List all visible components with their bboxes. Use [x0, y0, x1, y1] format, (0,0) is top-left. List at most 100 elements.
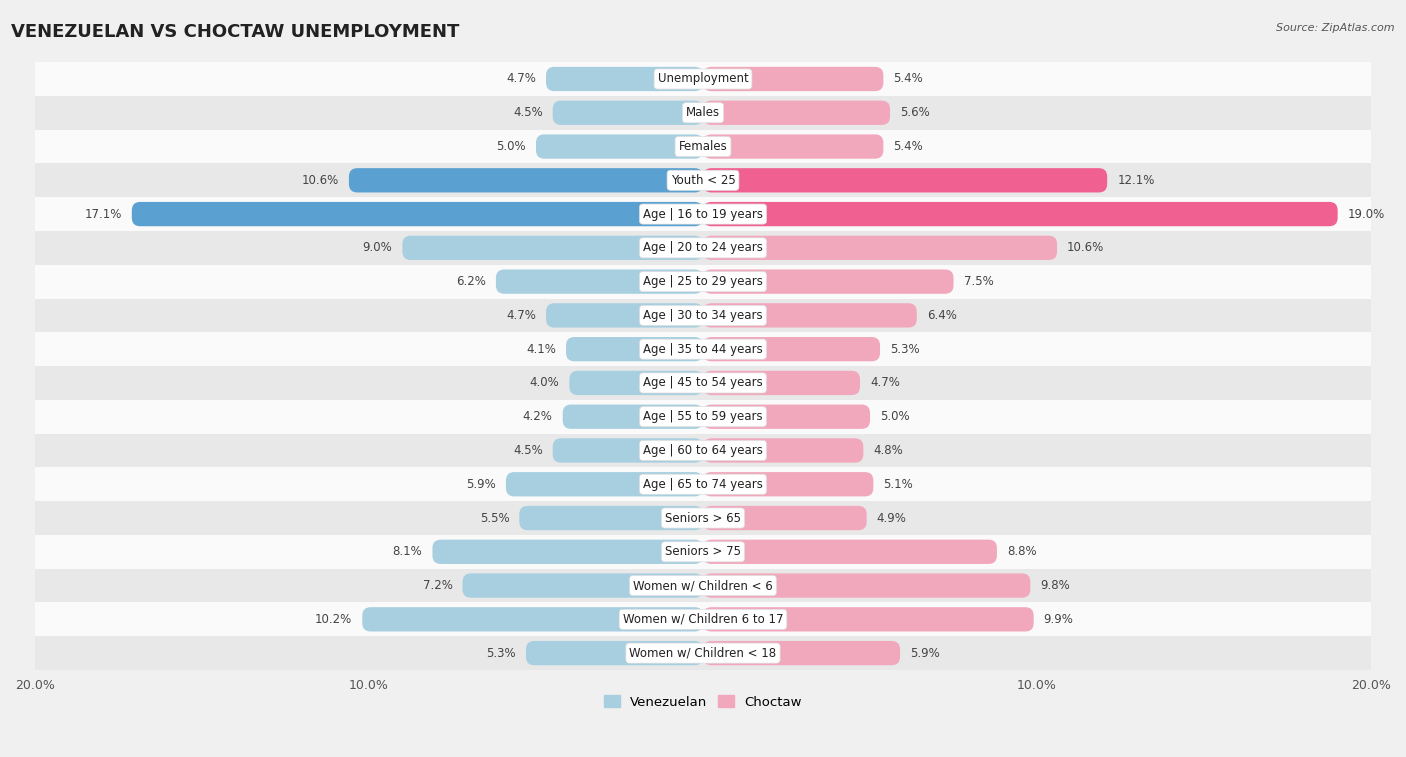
Text: Age | 30 to 34 years: Age | 30 to 34 years — [643, 309, 763, 322]
Bar — [35, 467, 1371, 501]
Text: 4.7%: 4.7% — [506, 309, 536, 322]
FancyBboxPatch shape — [703, 540, 997, 564]
FancyBboxPatch shape — [567, 337, 703, 361]
Text: 8.8%: 8.8% — [1007, 545, 1036, 559]
Bar — [35, 62, 1371, 96]
FancyBboxPatch shape — [363, 607, 703, 631]
FancyBboxPatch shape — [402, 235, 703, 260]
Text: Females: Females — [679, 140, 727, 153]
Text: Seniors > 65: Seniors > 65 — [665, 512, 741, 525]
Text: Unemployment: Unemployment — [658, 73, 748, 86]
Bar — [35, 96, 1371, 129]
FancyBboxPatch shape — [703, 168, 1107, 192]
FancyBboxPatch shape — [546, 304, 703, 328]
Text: Age | 60 to 64 years: Age | 60 to 64 years — [643, 444, 763, 457]
Text: VENEZUELAN VS CHOCTAW UNEMPLOYMENT: VENEZUELAN VS CHOCTAW UNEMPLOYMENT — [11, 23, 460, 41]
Legend: Venezuelan, Choctaw: Venezuelan, Choctaw — [599, 690, 807, 714]
Text: 12.1%: 12.1% — [1118, 174, 1154, 187]
FancyBboxPatch shape — [703, 607, 1033, 631]
Bar — [35, 535, 1371, 569]
Text: 5.9%: 5.9% — [467, 478, 496, 491]
Text: 9.8%: 9.8% — [1040, 579, 1070, 592]
Text: 4.7%: 4.7% — [506, 73, 536, 86]
Bar — [35, 501, 1371, 535]
Text: 4.9%: 4.9% — [877, 512, 907, 525]
Text: Age | 25 to 29 years: Age | 25 to 29 years — [643, 275, 763, 288]
Bar — [35, 231, 1371, 265]
Text: 5.9%: 5.9% — [910, 646, 939, 659]
FancyBboxPatch shape — [562, 404, 703, 429]
FancyBboxPatch shape — [553, 101, 703, 125]
Text: 10.6%: 10.6% — [302, 174, 339, 187]
FancyBboxPatch shape — [519, 506, 703, 530]
FancyBboxPatch shape — [506, 472, 703, 497]
Text: 5.4%: 5.4% — [893, 140, 924, 153]
Text: Women w/ Children 6 to 17: Women w/ Children 6 to 17 — [623, 613, 783, 626]
FancyBboxPatch shape — [703, 304, 917, 328]
FancyBboxPatch shape — [349, 168, 703, 192]
Text: 5.0%: 5.0% — [496, 140, 526, 153]
Text: 5.0%: 5.0% — [880, 410, 910, 423]
Text: 5.5%: 5.5% — [479, 512, 509, 525]
Bar — [35, 400, 1371, 434]
Bar — [35, 129, 1371, 164]
Bar — [35, 434, 1371, 467]
FancyBboxPatch shape — [703, 472, 873, 497]
Text: 4.5%: 4.5% — [513, 106, 543, 120]
FancyBboxPatch shape — [703, 101, 890, 125]
Text: Seniors > 75: Seniors > 75 — [665, 545, 741, 559]
FancyBboxPatch shape — [526, 641, 703, 665]
Text: 7.2%: 7.2% — [423, 579, 453, 592]
Text: Women w/ Children < 6: Women w/ Children < 6 — [633, 579, 773, 592]
Text: 4.2%: 4.2% — [523, 410, 553, 423]
Text: 10.6%: 10.6% — [1067, 241, 1104, 254]
Text: 5.1%: 5.1% — [883, 478, 912, 491]
Text: Males: Males — [686, 106, 720, 120]
Text: Age | 20 to 24 years: Age | 20 to 24 years — [643, 241, 763, 254]
Text: 9.9%: 9.9% — [1043, 613, 1074, 626]
Text: 10.2%: 10.2% — [315, 613, 353, 626]
Text: 19.0%: 19.0% — [1348, 207, 1385, 220]
FancyBboxPatch shape — [703, 506, 866, 530]
Text: 4.5%: 4.5% — [513, 444, 543, 457]
FancyBboxPatch shape — [433, 540, 703, 564]
Text: 6.2%: 6.2% — [456, 275, 486, 288]
FancyBboxPatch shape — [703, 337, 880, 361]
FancyBboxPatch shape — [703, 641, 900, 665]
FancyBboxPatch shape — [703, 202, 1337, 226]
Bar — [35, 164, 1371, 197]
FancyBboxPatch shape — [703, 438, 863, 463]
Text: 8.1%: 8.1% — [392, 545, 422, 559]
Text: Age | 35 to 44 years: Age | 35 to 44 years — [643, 343, 763, 356]
Bar — [35, 332, 1371, 366]
Text: Age | 16 to 19 years: Age | 16 to 19 years — [643, 207, 763, 220]
FancyBboxPatch shape — [703, 135, 883, 159]
Bar — [35, 603, 1371, 636]
Text: Age | 65 to 74 years: Age | 65 to 74 years — [643, 478, 763, 491]
Text: 4.1%: 4.1% — [526, 343, 555, 356]
Bar — [35, 636, 1371, 670]
Text: 17.1%: 17.1% — [84, 207, 122, 220]
Text: 6.4%: 6.4% — [927, 309, 956, 322]
FancyBboxPatch shape — [703, 67, 883, 91]
Text: 4.8%: 4.8% — [873, 444, 903, 457]
Text: Women w/ Children < 18: Women w/ Children < 18 — [630, 646, 776, 659]
Text: 5.3%: 5.3% — [890, 343, 920, 356]
Text: 5.6%: 5.6% — [900, 106, 929, 120]
FancyBboxPatch shape — [703, 573, 1031, 598]
Text: 7.5%: 7.5% — [963, 275, 993, 288]
Bar — [35, 569, 1371, 603]
Text: Source: ZipAtlas.com: Source: ZipAtlas.com — [1277, 23, 1395, 33]
FancyBboxPatch shape — [703, 371, 860, 395]
FancyBboxPatch shape — [536, 135, 703, 159]
Text: 4.7%: 4.7% — [870, 376, 900, 389]
FancyBboxPatch shape — [703, 404, 870, 429]
Text: Age | 45 to 54 years: Age | 45 to 54 years — [643, 376, 763, 389]
Text: 4.0%: 4.0% — [530, 376, 560, 389]
FancyBboxPatch shape — [703, 269, 953, 294]
FancyBboxPatch shape — [496, 269, 703, 294]
Text: Youth < 25: Youth < 25 — [671, 174, 735, 187]
Bar — [35, 366, 1371, 400]
Bar — [35, 265, 1371, 298]
FancyBboxPatch shape — [463, 573, 703, 598]
